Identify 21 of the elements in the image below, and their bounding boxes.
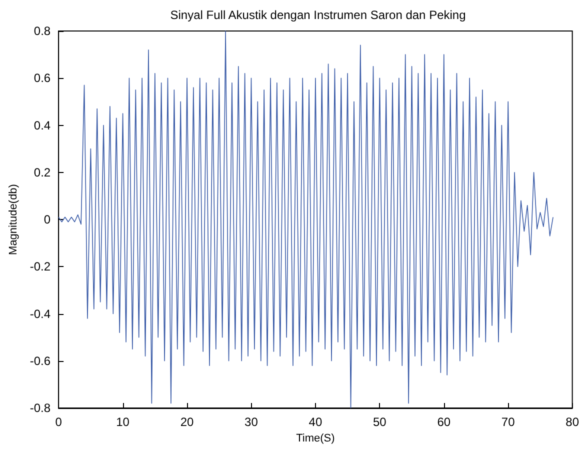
x-tick-label: 60 xyxy=(437,415,451,429)
x-tick-label: 30 xyxy=(244,415,258,429)
y-tick-label: -0.6 xyxy=(30,354,51,368)
x-axis-title: Time(S) xyxy=(296,432,335,444)
y-tick-label: -0.4 xyxy=(30,306,51,321)
x-tick-label: 70 xyxy=(501,415,516,429)
x-tick-label: 40 xyxy=(308,415,322,429)
x-tick-label: 0 xyxy=(55,415,62,429)
x-tick-label: 10 xyxy=(116,415,130,429)
x-tick-label: 50 xyxy=(372,415,387,429)
y-tick-label: -0.2 xyxy=(30,260,51,274)
y-tick-label: 0.4 xyxy=(34,118,51,132)
y-tick-label: 0 xyxy=(44,212,51,226)
y-tick-label: -0.8 xyxy=(30,401,51,415)
y-axis-title: Magnitude(db) xyxy=(8,184,20,255)
chart-title: Sinyal Full Akustik dengan Instrumen Saron dan Peking xyxy=(170,8,466,22)
x-tick-label: 80 xyxy=(566,415,580,429)
y-tick-label: 0.8 xyxy=(34,24,51,38)
x-tick-label: 20 xyxy=(180,415,194,429)
y-tick-label: 0.6 xyxy=(34,71,51,86)
y-tick-label: 0.2 xyxy=(34,165,51,180)
